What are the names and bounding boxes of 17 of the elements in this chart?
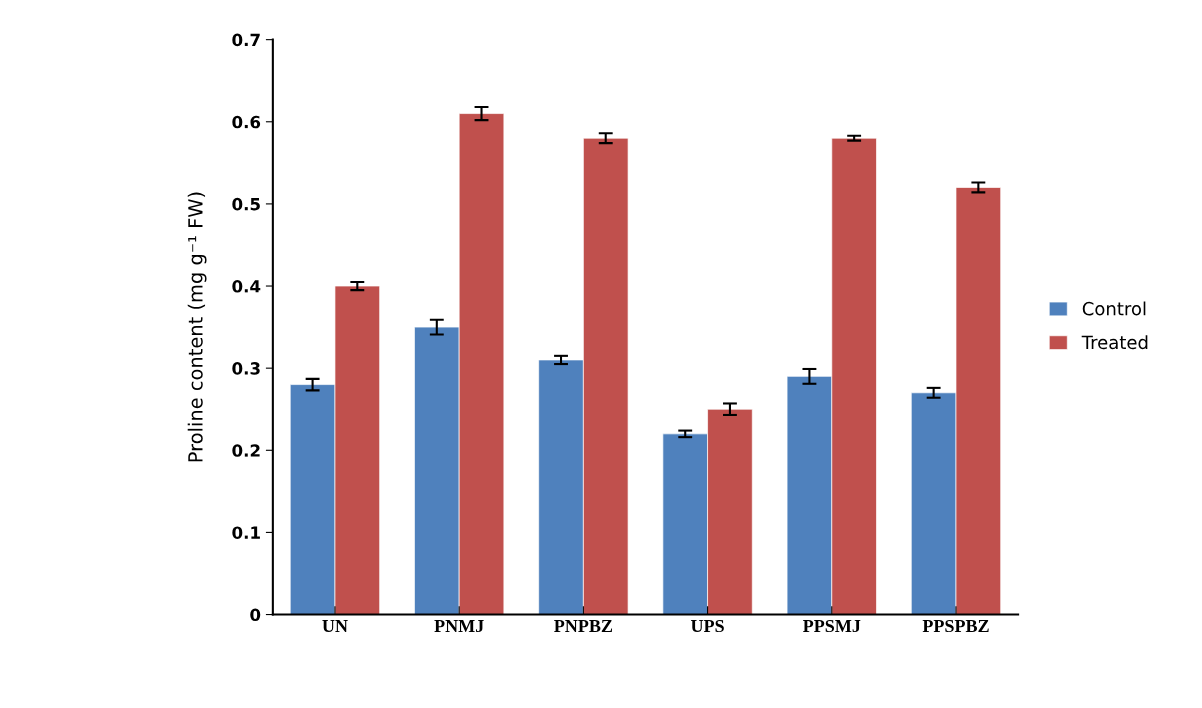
x-tick-label: UPS (690, 619, 724, 633)
x-tick-label: PNPBZ (554, 620, 613, 632)
y-tick-label: 0.7 (232, 33, 260, 47)
y-tick-label: 0 (250, 608, 261, 622)
y-tick-label: 0.1 (232, 526, 260, 539)
y-tick-label: 0.6 (232, 115, 261, 129)
legend-label: Control (1082, 301, 1146, 316)
x-tick-label: UN (322, 620, 348, 633)
y-tick-label: 0.5 (232, 197, 260, 211)
y-tick-label: 0.2 (232, 444, 260, 457)
x-tick-label: PNMJ (434, 620, 484, 633)
legend-label: Treated (1081, 335, 1148, 350)
y-tick-label: 0.4 (232, 279, 261, 293)
x-tick-label: PPSPBZ (922, 619, 989, 633)
x-tick-label: PPSMJ (803, 619, 861, 633)
y-axis-title: Proline content (mg g⁻¹ FW) (187, 192, 207, 462)
y-tick-label: 0.3 (232, 362, 260, 375)
